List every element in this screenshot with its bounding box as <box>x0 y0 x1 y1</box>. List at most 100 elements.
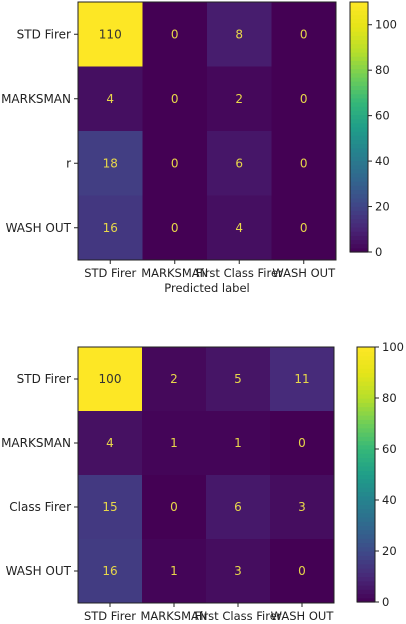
y-tick-label: Class Firer <box>9 500 71 514</box>
colorbar-band <box>357 563 375 569</box>
cell-value-label: 0 <box>300 27 308 41</box>
colorbar-band <box>350 168 368 174</box>
colorbar-band <box>357 559 375 565</box>
colorbar-band <box>357 427 375 433</box>
colorbar-band <box>357 580 375 586</box>
x-axis-label: Predicted label <box>164 281 249 295</box>
colorbar-band <box>350 143 368 149</box>
matrix-cell <box>206 539 271 604</box>
y-tick-label: WASH OUT <box>6 221 72 235</box>
colorbar-band <box>350 239 368 245</box>
colorbar-frame <box>356 346 376 603</box>
cell-value-label: 3 <box>298 500 306 514</box>
matrix-cell <box>78 411 143 476</box>
cell-value-label: 0 <box>171 92 179 106</box>
x-tick-label: WASH OUT <box>272 266 336 280</box>
colorbar-band <box>357 593 375 599</box>
colorbar-band <box>357 385 375 391</box>
colorbar-band <box>357 453 375 459</box>
colorbar-band <box>350 35 368 41</box>
matrix-cell <box>271 131 337 196</box>
colorbar-band <box>350 164 368 170</box>
matrix-frame <box>77 346 335 604</box>
colorbar-band <box>357 512 375 518</box>
colorbar-band <box>350 64 368 70</box>
colorbar-band <box>350 185 368 191</box>
colorbar-band <box>350 227 368 232</box>
colorbar-band <box>350 118 368 124</box>
colorbar-band <box>357 466 375 471</box>
matrix-cell <box>207 66 272 132</box>
cell-value-label: 0 <box>300 156 308 170</box>
x-tick-label: WASH OUT <box>271 609 335 623</box>
colorbar-band <box>357 504 375 510</box>
colorbar-band <box>350 6 368 11</box>
matrix-cell <box>206 347 271 412</box>
matrix-cell <box>142 195 208 261</box>
colorbar-band <box>357 372 375 378</box>
colorbar-band <box>350 18 368 24</box>
colorbar-band <box>357 364 375 369</box>
colorbar-band <box>350 72 368 78</box>
colorbar-band <box>357 432 375 437</box>
cell-value-label: 1 <box>170 564 178 578</box>
y-tick-label: MARKSMAN <box>1 92 71 106</box>
cell-value-label: 0 <box>298 564 306 578</box>
colorbar-band <box>350 206 368 211</box>
colorbar-band <box>357 368 375 374</box>
matrix-cell <box>207 131 272 196</box>
matrix-cell <box>270 347 335 412</box>
cell-value-label: 4 <box>106 92 114 106</box>
colorbar-band <box>357 457 375 463</box>
colorbar-band <box>357 487 375 493</box>
matrix-cell <box>142 539 207 604</box>
colorbar-band <box>357 478 375 484</box>
x-tick-label: MARKSMAN <box>140 609 207 623</box>
colorbar-tick-label: 80 <box>375 63 390 77</box>
colorbar-band <box>350 210 368 216</box>
cell-value-label: 0 <box>171 221 179 235</box>
colorbar-band <box>350 89 368 95</box>
matrix-cell <box>206 411 271 476</box>
matrix-cell <box>142 475 207 540</box>
cell-value-label: 0 <box>300 221 308 235</box>
colorbar-band <box>350 147 368 153</box>
colorbar-band <box>357 381 375 386</box>
colorbar-band <box>357 402 375 408</box>
colorbar-band <box>350 172 368 178</box>
colorbar-band <box>350 152 368 157</box>
colorbar-frame <box>349 1 369 253</box>
colorbar-band <box>350 177 368 182</box>
matrix-cell <box>142 347 207 412</box>
colorbar-band <box>350 114 368 120</box>
matrix-cell <box>78 195 143 261</box>
colorbar-band <box>350 131 368 136</box>
colorbar-band <box>357 568 375 573</box>
cell-value-label: 11 <box>294 372 309 386</box>
colorbar-band <box>350 43 368 49</box>
matrix-cell <box>142 2 208 67</box>
colorbar-tick-label: 60 <box>382 442 397 456</box>
cell-value-label: 0 <box>171 27 179 41</box>
colorbar-band <box>350 231 368 236</box>
matrix-cell <box>207 195 272 261</box>
matrix-cell <box>271 2 337 67</box>
colorbar-band <box>357 410 375 416</box>
colorbar-band <box>357 355 375 361</box>
colorbar-band <box>350 81 368 86</box>
colorbar-band <box>350 31 368 36</box>
colorbar-tick-label: 0 <box>375 245 382 259</box>
matrix-cell <box>78 66 143 132</box>
colorbar-band <box>357 529 375 535</box>
colorbar-band <box>350 110 368 116</box>
x-tick-label: First Class Firer <box>194 609 281 623</box>
y-tick-label: r <box>66 156 71 170</box>
colorbar-band <box>350 247 368 253</box>
colorbar-band <box>357 470 375 476</box>
colorbar-band <box>357 347 375 352</box>
colorbar-band <box>350 156 368 161</box>
colorbar-tick-label: 20 <box>382 544 397 558</box>
colorbar-band <box>350 193 368 199</box>
cell-value-label: 16 <box>102 564 117 578</box>
cell-value-label: 0 <box>171 156 179 170</box>
